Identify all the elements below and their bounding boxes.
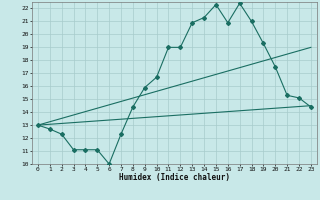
X-axis label: Humidex (Indice chaleur): Humidex (Indice chaleur) <box>119 173 230 182</box>
